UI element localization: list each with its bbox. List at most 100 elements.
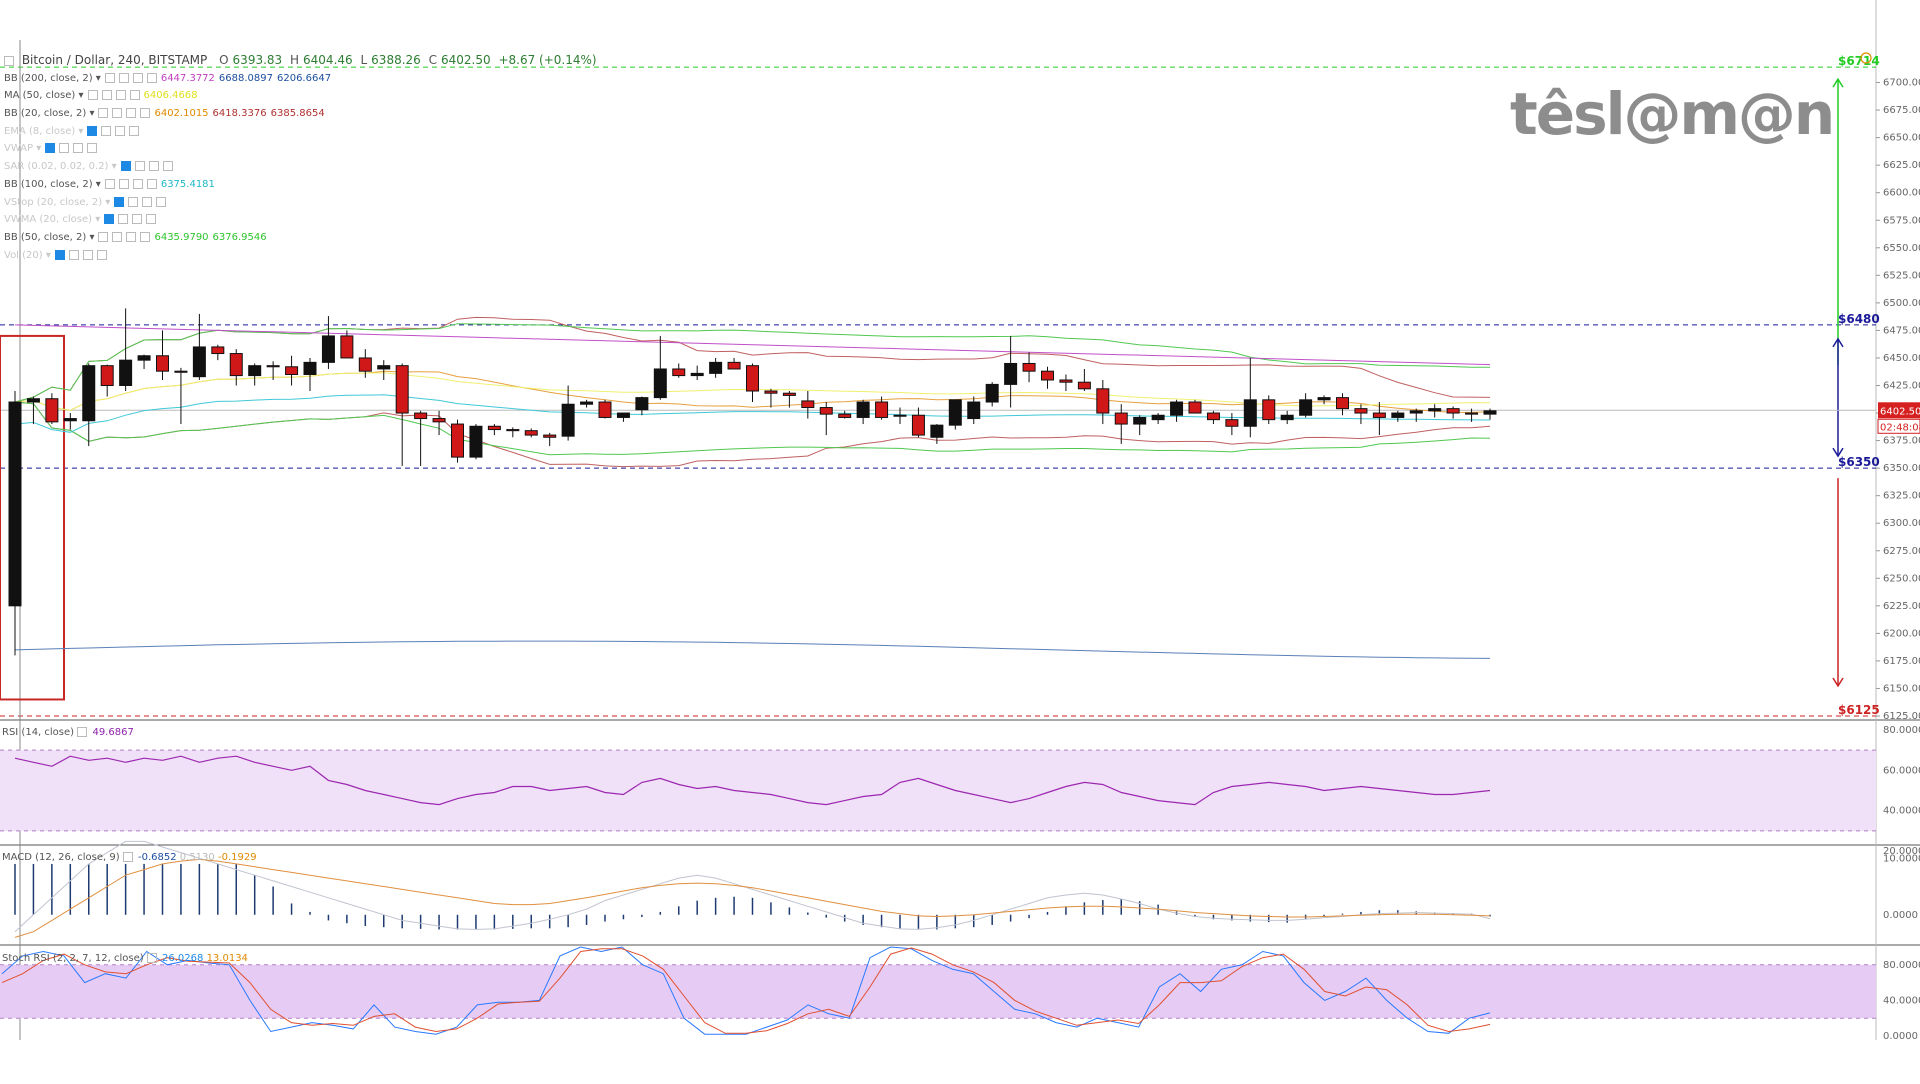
add-icon[interactable]	[73, 143, 84, 154]
close-icon[interactable]	[129, 90, 140, 101]
candle-body	[285, 366, 299, 375]
settings-icon[interactable]	[77, 727, 88, 737]
settings-icon[interactable]	[59, 143, 70, 154]
settings-icon[interactable]	[118, 72, 129, 83]
settings-icon[interactable]	[101, 90, 112, 101]
candle-body	[561, 403, 575, 437]
indicator-value: 6206.6647	[276, 72, 332, 84]
settings-icon[interactable]	[112, 108, 123, 119]
close-icon[interactable]	[146, 214, 157, 225]
candle-body	[395, 365, 409, 414]
indicator-row[interactable]: BB (20, close, 2) ▾ 6402.1015 6418.3376 638…	[4, 105, 601, 123]
price-tag	[1878, 402, 1920, 419]
indicator-value: 6376.9546	[212, 231, 267, 243]
rsi-tick-label: 20.0000	[1883, 846, 1920, 857]
candle-body	[1170, 401, 1184, 416]
indicator-label: VWMA (20, close) ▾	[4, 214, 101, 226]
settings-icon[interactable]	[128, 196, 139, 207]
eye-icon[interactable]	[114, 196, 125, 207]
candle-body	[838, 413, 852, 418]
countdown-timer: 02:48:08	[1880, 422, 1920, 433]
eye-icon[interactable]	[87, 125, 98, 136]
add-icon[interactable]	[115, 90, 126, 101]
settings-icon[interactable]	[118, 178, 129, 189]
add-icon[interactable]	[82, 249, 93, 260]
eye-icon[interactable]	[104, 214, 115, 225]
rsi-tick-label: 60.0000	[1883, 765, 1920, 776]
candle-body	[266, 365, 280, 368]
eye-icon[interactable]	[45, 143, 56, 154]
eye-icon[interactable]	[87, 90, 98, 101]
candle-body	[875, 401, 889, 418]
indicator-row[interactable]: BB (50, close, 2) ▾ 6435.9790 6376.9546	[4, 229, 601, 247]
indicator-row[interactable]: EMA (8, close) ▾	[4, 123, 601, 141]
indicator-row[interactable]: Vol (20) ▾	[4, 247, 601, 265]
low-label: L	[360, 53, 368, 67]
add-icon[interactable]	[132, 178, 143, 189]
indicator-list: BB (200, close, 2) ▾ 6447.3772 6688.0897 62…	[4, 70, 601, 265]
add-icon[interactable]	[126, 231, 137, 242]
close-icon[interactable]	[140, 108, 151, 119]
close-icon[interactable]	[129, 125, 140, 136]
close-icon[interactable]	[87, 143, 98, 154]
rsi-label: RSI (14, close)	[2, 727, 75, 738]
eye-icon[interactable]	[98, 231, 109, 242]
add-icon[interactable]	[148, 161, 159, 172]
candle-body	[1206, 412, 1220, 421]
indicator-row[interactable]: VStop (20, close, 2) ▾	[4, 194, 601, 212]
eye-icon[interactable]	[54, 249, 65, 260]
settings-icon[interactable]	[146, 953, 157, 963]
indicator-row[interactable]: MA (50, close) ▾ 6406.4668	[4, 87, 601, 105]
settings-icon[interactable]	[134, 161, 145, 172]
eye-icon[interactable]	[120, 161, 131, 172]
eye-icon[interactable]	[98, 108, 109, 119]
close-icon[interactable]	[146, 178, 157, 189]
eye-icon[interactable]	[104, 72, 115, 83]
eye-icon[interactable]	[104, 178, 115, 189]
candle-body	[911, 414, 925, 436]
indicator-row[interactable]: VWAP ▾	[4, 140, 601, 158]
indicator-row[interactable]: BB (200, close, 2) ▾ 6447.3772 6688.0897 62…	[4, 70, 601, 88]
add-icon[interactable]	[132, 72, 143, 83]
candle-body	[1336, 397, 1349, 410]
indicator-label: BB (50, close, 2) ▾	[4, 231, 95, 243]
close-icon[interactable]	[96, 249, 107, 260]
close-icon[interactable]	[140, 231, 151, 242]
add-icon[interactable]	[142, 196, 153, 207]
settings-icon[interactable]	[122, 852, 133, 862]
settings-icon[interactable]	[101, 125, 112, 136]
candle-body	[229, 353, 243, 377]
add-icon[interactable]	[115, 125, 126, 136]
close-icon[interactable]	[162, 161, 173, 172]
candle-body	[1446, 408, 1460, 414]
y-tick-label: 6525.00	[1883, 270, 1920, 281]
candle-body	[156, 355, 169, 372]
indicator-row[interactable]: VWMA (20, close) ▾	[4, 211, 601, 229]
price-tag-value: 6402.50	[1880, 406, 1920, 417]
indicator-row[interactable]: BB (100, close, 2) ▾ 6375.4181	[4, 176, 601, 194]
settings-icon[interactable]	[112, 231, 123, 242]
settings-icon[interactable]	[68, 249, 79, 260]
candle-body	[1096, 388, 1110, 414]
arrow-head-icon	[1832, 677, 1844, 688]
macd-label: MACD (12, 26, close, 9)	[2, 852, 120, 863]
add-icon[interactable]	[126, 108, 137, 119]
bb50-lower-line	[14, 401, 1491, 456]
collapse-icon[interactable]	[4, 55, 14, 66]
close-icon[interactable]	[146, 72, 157, 83]
candle-body	[819, 407, 833, 415]
close-icon[interactable]	[156, 196, 167, 207]
add-icon[interactable]	[132, 214, 143, 225]
candle-body	[543, 434, 557, 438]
candle-body	[598, 401, 612, 418]
candle-body	[616, 412, 630, 418]
open-label: O	[219, 53, 229, 67]
settings-icon[interactable]	[118, 214, 129, 225]
macd-value: -0.6852	[137, 852, 177, 863]
candle-body	[414, 412, 428, 420]
y-tick-label: 6700.00	[1883, 78, 1920, 89]
indicator-row[interactable]: SAR (0.02, 0.02, 0.2) ▾	[4, 158, 601, 176]
timer-tag	[1877, 418, 1920, 434]
watermark-logo: têsl@m@n	[1510, 80, 1835, 148]
